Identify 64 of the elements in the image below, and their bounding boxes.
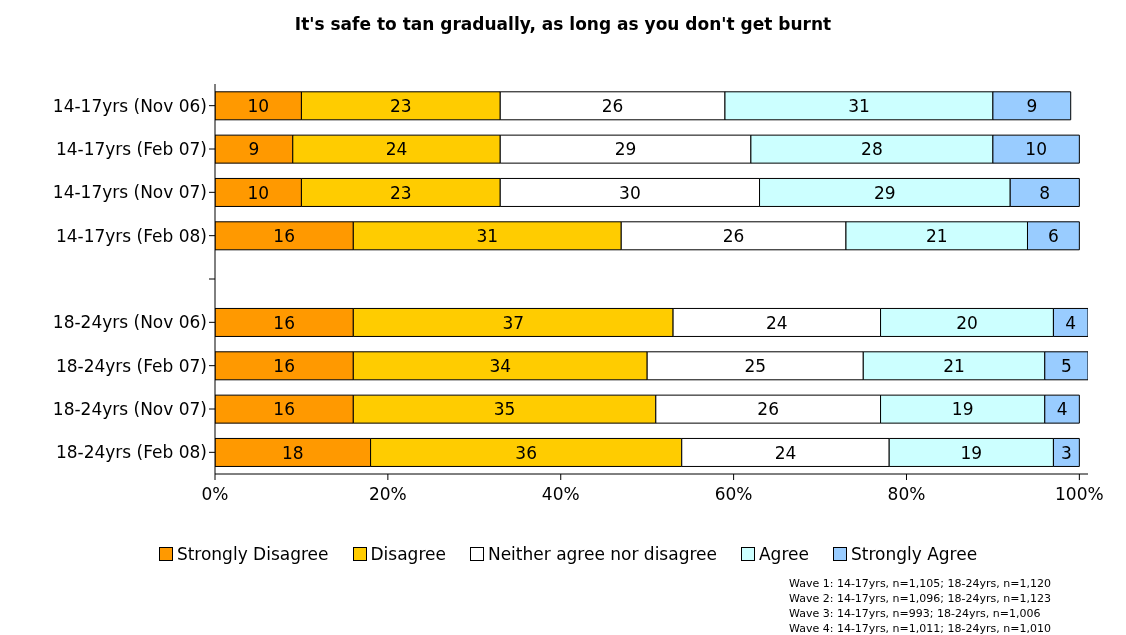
data-label: 37 [502,312,525,333]
data-label: 3 [1060,442,1072,463]
legend-label: Neither agree nor disagree [486,544,717,564]
data-label: 24 [766,312,788,333]
data-label: 20 [956,312,978,333]
data-label: 21 [943,355,965,376]
data-label: 9 [248,139,260,160]
y-tick-label: 14-17yrs (Nov 07) [52,182,207,203]
data-label: 34 [489,355,512,376]
data-label: 29 [874,182,896,203]
data-label: 21 [925,225,948,246]
data-label: 8 [1039,182,1051,203]
data-label: 10 [247,95,270,116]
data-label: 26 [601,95,624,116]
data-label: 16 [273,355,295,376]
data-label: 16 [273,312,295,333]
data-label: 19 [960,442,983,463]
y-tick-label: 18-24yrs (Feb 07) [55,355,207,376]
legend-label: Strongly Agree [849,544,978,564]
x-tick-label: 20% [368,484,407,505]
data-label: 5 [1060,355,1072,376]
legend-label: Strongly Disagree [175,544,329,564]
data-label: 6 [1048,225,1059,246]
data-label: 28 [861,139,883,160]
x-tick-label: 60% [714,484,753,505]
data-label: 26 [722,225,745,246]
data-label: 31 [476,225,499,246]
x-tick-label: 80% [887,484,926,505]
data-label: 31 [848,95,870,116]
y-tick-label: 14-17yrs (Feb 08) [55,225,207,246]
legend-label: Agree [757,544,809,564]
data-label: 18 [281,442,304,463]
data-label: 24 [774,442,797,463]
data-label: 24 [385,139,408,160]
text: Wave 1: 14-17yrs, n=1,105; 18-24yrs, n=1,120 [789,576,1051,591]
data-label: 16 [273,225,295,246]
x-tick-label: 40% [541,484,580,505]
data-label: 4 [1065,312,1077,333]
text: Wave 4: 14-17yrs, n=1,011; 18-24yrs, n=1,010 [789,621,1051,635]
data-label: 35 [493,399,516,420]
chart-title: It's safe to tan gradually, as long as you don't get burnt [293,13,833,36]
data-label: 23 [390,182,412,203]
data-label: 36 [515,442,537,463]
data-label: 25 [744,355,767,376]
y-tick-label: 14-17yrs (Nov 06) [52,95,207,116]
data-label: 29 [614,139,637,160]
y-tick-label: 18-24yrs (Feb 08) [55,442,207,463]
y-tick-label: 18-24yrs (Nov 07) [52,399,207,420]
x-tick-label: 100% [1055,484,1104,505]
data-label: 10 [1025,139,1047,160]
y-tick-label: 14-17yrs (Feb 07) [55,139,207,160]
data-label: 16 [273,399,295,420]
data-label: 10 [247,182,270,203]
text: Wave 2: 14-17yrs, n=1,096; 18-24yrs, n=1,123 [789,591,1051,606]
legend-label: Disagree [369,544,446,564]
data-label: 23 [390,95,412,116]
y-tick-label: 18-24yrs (Nov 06) [52,312,207,333]
data-label: 30 [619,182,641,203]
data-label: 9 [1026,95,1038,116]
text: Wave 3: 14-17yrs, n=993; 18-24yrs, n=1,006 [789,606,1042,621]
data-label: 26 [757,399,780,420]
x-tick-label: 0% [201,484,229,505]
data-label: 19 [951,399,974,420]
data-label: 4 [1056,399,1068,420]
